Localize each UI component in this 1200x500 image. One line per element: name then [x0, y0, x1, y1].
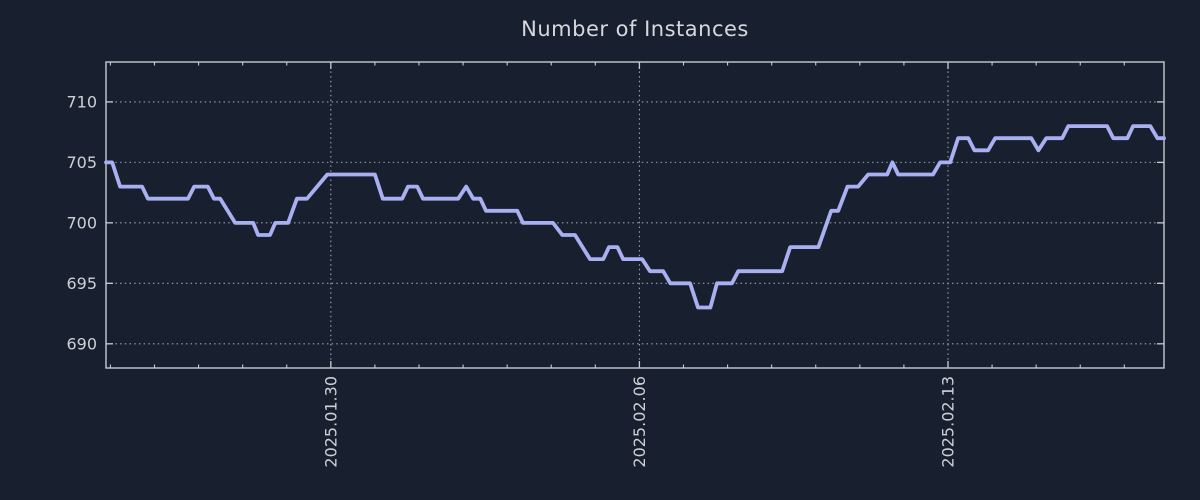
- x-tick-label: 2025.01.30: [321, 376, 340, 468]
- y-tick-label: 690: [66, 334, 97, 353]
- x-tick-label: 2025.02.13: [939, 376, 958, 468]
- y-tick-label: 705: [66, 153, 97, 172]
- y-tick-label: 695: [66, 274, 97, 293]
- y-tick-label: 700: [66, 213, 97, 232]
- series-line-instances: [104, 124, 1166, 310]
- plot-border: [105, 61, 1165, 369]
- x-tick-label: 2025.02.06: [630, 376, 649, 468]
- chart-title: Number of Instances: [521, 17, 749, 41]
- y-tick-label: 710: [66, 92, 97, 111]
